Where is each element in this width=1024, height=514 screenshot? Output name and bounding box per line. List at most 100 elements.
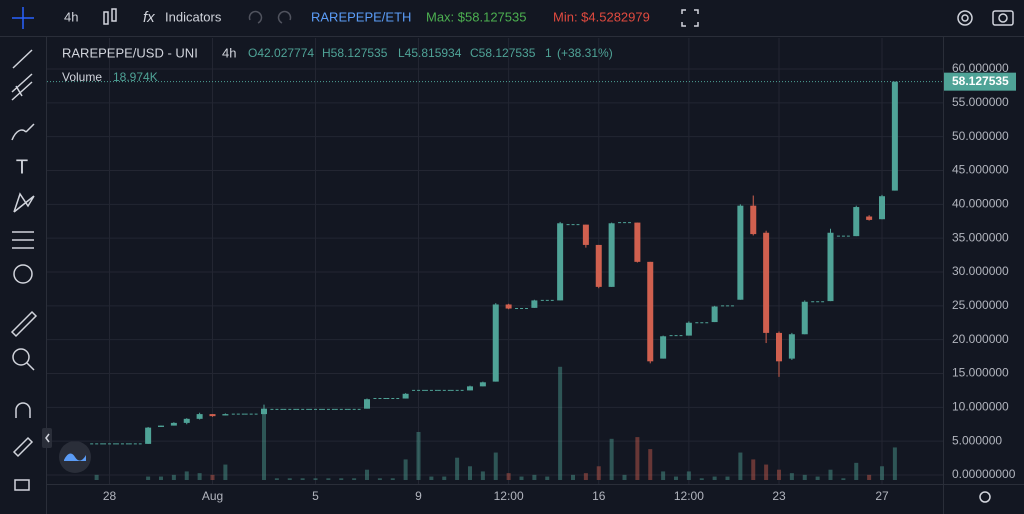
legend-change-pct: (+38.31%) (557, 46, 613, 60)
volume-bar (339, 478, 344, 480)
candle-body (608, 223, 615, 287)
volume-bar (867, 474, 872, 480)
volume-bar (184, 471, 189, 480)
volume-bar (828, 469, 833, 480)
candle-body (660, 336, 667, 359)
volume-bar (210, 474, 215, 480)
candle-body (222, 414, 229, 416)
axis-settings-button[interactable] (979, 491, 991, 503)
indicators-button[interactable]: Indicators (165, 9, 222, 24)
y-tick-label: 55.000000 (952, 95, 1009, 109)
y-tick-label: 5.000000 (952, 433, 1002, 447)
volume-bar (815, 476, 820, 480)
volume-bar (416, 431, 421, 480)
candle-body (505, 304, 512, 309)
left-toolbar[interactable]: T (10, 49, 91, 491)
volume-bar (751, 459, 756, 480)
candle-body (170, 422, 177, 426)
x-tick-label: 27 (875, 489, 889, 503)
x-tick-label: 28 (103, 489, 117, 503)
y-tick-label: 20.000000 (952, 332, 1009, 346)
volume-bar (674, 476, 678, 480)
volume-bar (159, 476, 163, 480)
volume-bar (506, 473, 511, 480)
volume-bar (480, 471, 485, 480)
volume-bar (635, 437, 640, 480)
volume-bar (442, 476, 447, 480)
volume-bar (777, 469, 781, 480)
screenshot-button[interactable] (992, 10, 1014, 26)
volume-bar (648, 449, 653, 480)
candle-body (582, 224, 589, 245)
svg-text:T: T (16, 156, 28, 178)
candle-body (595, 244, 602, 287)
volume-bar (880, 466, 884, 480)
settings-button[interactable] (957, 10, 973, 26)
candle-body (737, 205, 744, 300)
candle-body (158, 425, 164, 427)
legend-low: L45.815934 (398, 46, 462, 60)
volume-bar (699, 478, 704, 480)
candle-body (879, 196, 885, 220)
volume-bar (352, 478, 357, 480)
x-tick-label: 5 (312, 489, 319, 503)
y-tick-label: 10.000000 (952, 400, 1009, 414)
volume-bar (622, 474, 627, 480)
candle-body (557, 223, 564, 301)
max-label: Max: $58.127535 (426, 9, 526, 24)
volume-bar (429, 476, 434, 480)
candle-body (145, 427, 152, 444)
candle-body (209, 414, 216, 417)
candle-body (685, 322, 692, 336)
crosshair-tool[interactable] (12, 7, 34, 29)
volume-bar (313, 478, 318, 480)
last-price-box (944, 72, 1016, 91)
candle-body (467, 386, 473, 391)
volume-bar (274, 478, 279, 480)
volume-bar (712, 476, 717, 480)
candle-body (788, 334, 795, 359)
volume-bar (583, 473, 588, 480)
volume-bar (661, 471, 666, 480)
candle-body (479, 382, 486, 387)
volume-bar (171, 474, 176, 480)
collapse-button[interactable] (42, 428, 52, 448)
candle-body (891, 81, 898, 191)
plot-area (47, 38, 943, 484)
legend-interval: 4h (222, 45, 236, 60)
y-tick-label: 0.00000000 (952, 467, 1016, 481)
x-tick-label: 12:00 (674, 489, 704, 503)
candle-body (196, 414, 203, 419)
candle-body (402, 393, 409, 399)
volume-bar (789, 473, 794, 480)
y-tick-label: 25.000000 (952, 298, 1009, 312)
volume-bar (892, 447, 897, 480)
interval-button[interactable]: 4h (64, 9, 78, 24)
candle-body (711, 306, 718, 323)
legend-close: C58.127535 (470, 46, 536, 60)
volume-bar (493, 452, 498, 480)
volume-bar (403, 459, 408, 480)
fx-icon[interactable]: fx (143, 9, 155, 26)
candle-body (750, 205, 757, 235)
volume-bar (365, 469, 369, 480)
candle-body (531, 300, 538, 308)
candle-body (647, 261, 654, 362)
x-tick-label: 23 (772, 489, 786, 503)
candle-body (763, 232, 770, 333)
volume-bar (262, 409, 266, 480)
undo-redo[interactable] (248, 10, 292, 24)
volume-bar (287, 478, 292, 480)
candle-body (364, 399, 370, 409)
y-tick-label: 40.000000 (952, 196, 1009, 210)
fullscreen-button[interactable] (681, 9, 699, 27)
volume-bar (738, 452, 743, 480)
pair-label[interactable]: RAREPEPE/ETH (311, 9, 411, 24)
volume-bar (300, 478, 305, 480)
candle-body (853, 207, 860, 237)
chart-type-button[interactable] (103, 8, 117, 25)
candle-body (776, 332, 782, 362)
